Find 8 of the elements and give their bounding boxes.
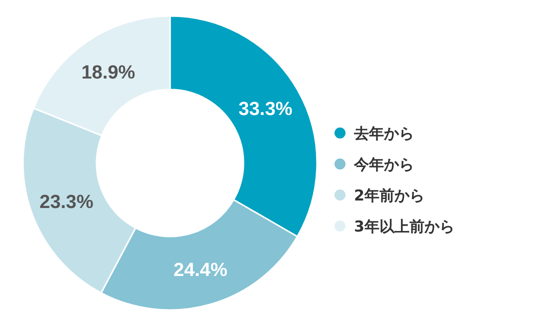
data-label: 18.9% <box>81 62 136 84</box>
legend-label: 去年から <box>353 124 414 142</box>
data-label: 33.3% <box>238 98 293 120</box>
data-label: 24.4% <box>174 260 228 281</box>
data-label: 23.3% <box>40 192 94 213</box>
legend-label: 2年前から <box>354 186 424 204</box>
legend-label: 3年以上前から <box>354 218 454 236</box>
legend-label: 今年から <box>353 156 414 174</box>
